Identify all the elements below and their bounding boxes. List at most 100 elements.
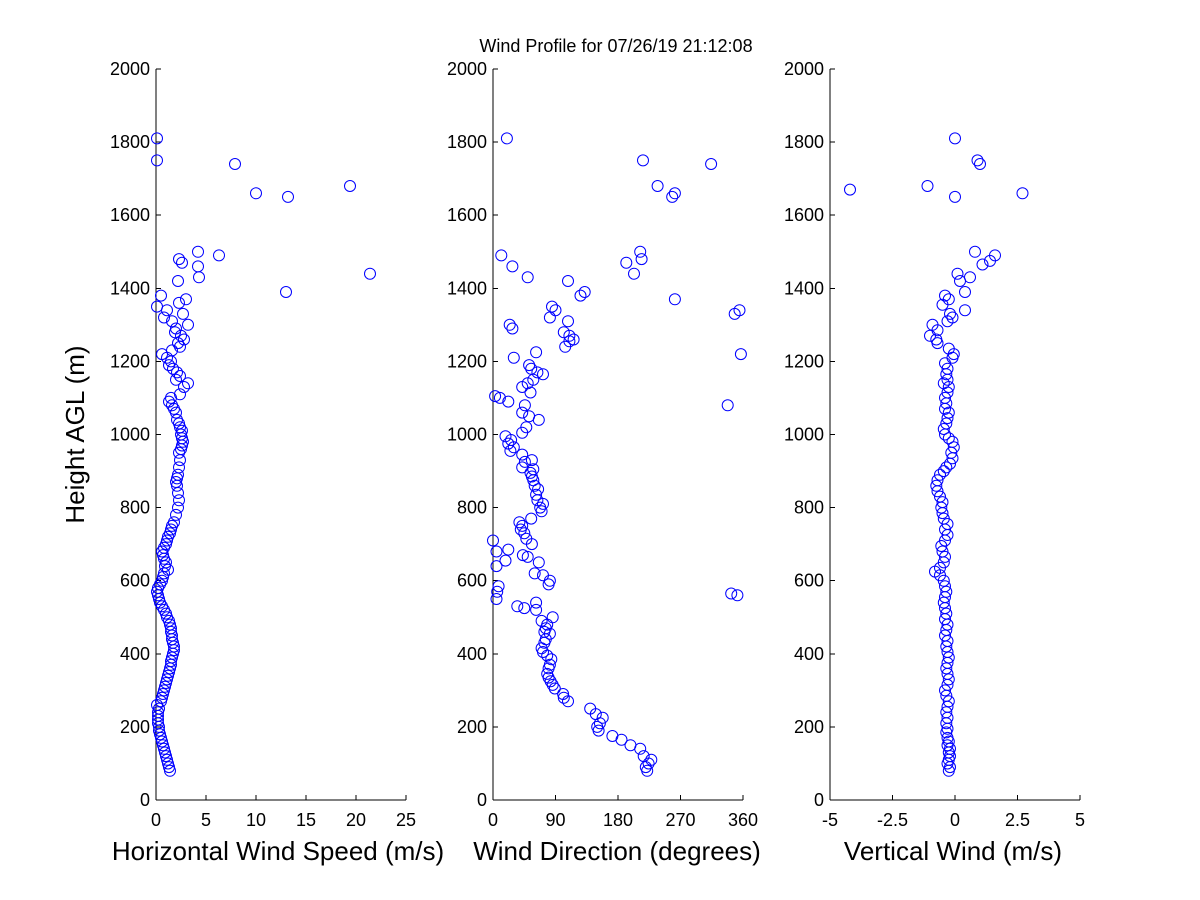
data-point <box>158 311 170 324</box>
data-point <box>543 658 556 671</box>
data-point <box>705 158 718 170</box>
data-point <box>166 399 178 412</box>
data-point <box>666 190 679 203</box>
data-point <box>151 585 163 598</box>
data-point <box>502 437 515 450</box>
data-point <box>173 296 185 309</box>
data-point <box>725 587 738 600</box>
data-point <box>516 406 529 419</box>
data-point <box>734 348 747 361</box>
y-tick-label: 1000 <box>110 425 150 445</box>
data-point <box>516 549 529 562</box>
x-tick-label: 0 <box>950 810 960 830</box>
data-point <box>503 318 516 331</box>
data-point <box>578 286 591 298</box>
data-point <box>939 550 951 563</box>
data-point <box>502 543 515 556</box>
data-point <box>940 706 953 719</box>
data-point <box>490 593 503 605</box>
data-point <box>937 465 950 478</box>
data-point <box>182 318 194 331</box>
data-point <box>161 611 173 624</box>
data-point <box>166 651 178 664</box>
data-point <box>160 677 172 689</box>
data-point <box>500 132 513 145</box>
data-point <box>844 183 856 196</box>
x-tick-label: 15 <box>296 810 316 830</box>
y-tick-label: 2000 <box>110 59 150 79</box>
data-point <box>166 315 178 328</box>
data-point <box>934 490 946 503</box>
panel-2: 0 200 400 600 800 1000 1200 1400 1600 1800 2000 0 90… <box>447 59 761 866</box>
data-point <box>162 669 174 682</box>
data-point <box>161 304 173 317</box>
y-tick-label: 400 <box>120 644 150 664</box>
data-point <box>949 132 961 145</box>
data-point <box>974 158 986 170</box>
data-point <box>733 304 746 317</box>
data-point <box>518 455 531 468</box>
data-point <box>721 399 734 412</box>
data-point <box>942 673 955 686</box>
data-point <box>548 682 561 695</box>
data-point <box>506 260 519 273</box>
data-point <box>557 691 570 704</box>
data-point <box>946 311 959 324</box>
data-point <box>969 245 981 258</box>
data-point <box>174 388 186 401</box>
data-point <box>151 154 163 167</box>
x-tick-label: 0 <box>151 810 161 830</box>
data-point <box>177 435 189 448</box>
y-tick-label: 1400 <box>447 278 487 298</box>
x-tick-label: 90 <box>545 810 565 830</box>
data-point <box>562 275 574 287</box>
data-point <box>170 373 182 386</box>
y-tick-label: 800 <box>794 498 824 518</box>
data-point <box>499 554 512 567</box>
y-tick-label: 1400 <box>110 278 150 298</box>
data-point <box>364 267 376 280</box>
data-point <box>545 653 558 666</box>
data-point <box>250 187 262 200</box>
y-tick-label: 1800 <box>447 132 487 152</box>
data-point <box>596 711 609 724</box>
data-point <box>177 307 189 320</box>
data-point <box>941 731 954 744</box>
data-point <box>939 289 951 302</box>
data-point <box>172 501 184 514</box>
data-point <box>531 366 544 379</box>
data-point <box>637 154 649 167</box>
data-point <box>537 368 549 381</box>
data-point <box>158 742 170 755</box>
data-point <box>344 180 356 192</box>
y-tick-label: 1800 <box>784 132 824 152</box>
data-point <box>530 346 543 359</box>
data-point <box>492 580 505 593</box>
data-point <box>175 329 187 342</box>
data-point <box>491 585 504 598</box>
data-points <box>487 132 747 777</box>
x-tick-label: 270 <box>665 810 695 830</box>
x-tick-label: 360 <box>728 810 758 830</box>
data-point <box>155 731 167 744</box>
data-point <box>628 267 640 280</box>
y-tick-label: 800 <box>120 498 150 518</box>
y-tick-label: 600 <box>120 571 150 591</box>
data-point <box>176 256 188 269</box>
data-point <box>511 600 524 613</box>
data-point <box>502 395 515 408</box>
data-point <box>620 256 633 269</box>
data-point <box>172 468 184 481</box>
data-point <box>668 293 681 306</box>
data-point <box>178 333 190 346</box>
data-point <box>951 267 964 280</box>
x-axis-label: Vertical Wind (m/s) <box>844 836 1062 866</box>
data-points <box>844 132 1029 777</box>
chart-title: Wind Profile for 07/26/19 21:12:08 <box>479 36 752 56</box>
x-tick-label: 0 <box>488 810 498 830</box>
data-point <box>520 532 533 545</box>
data-point <box>174 421 186 434</box>
x-tick-label: 2.5 <box>1005 810 1030 830</box>
data-point <box>162 563 174 576</box>
